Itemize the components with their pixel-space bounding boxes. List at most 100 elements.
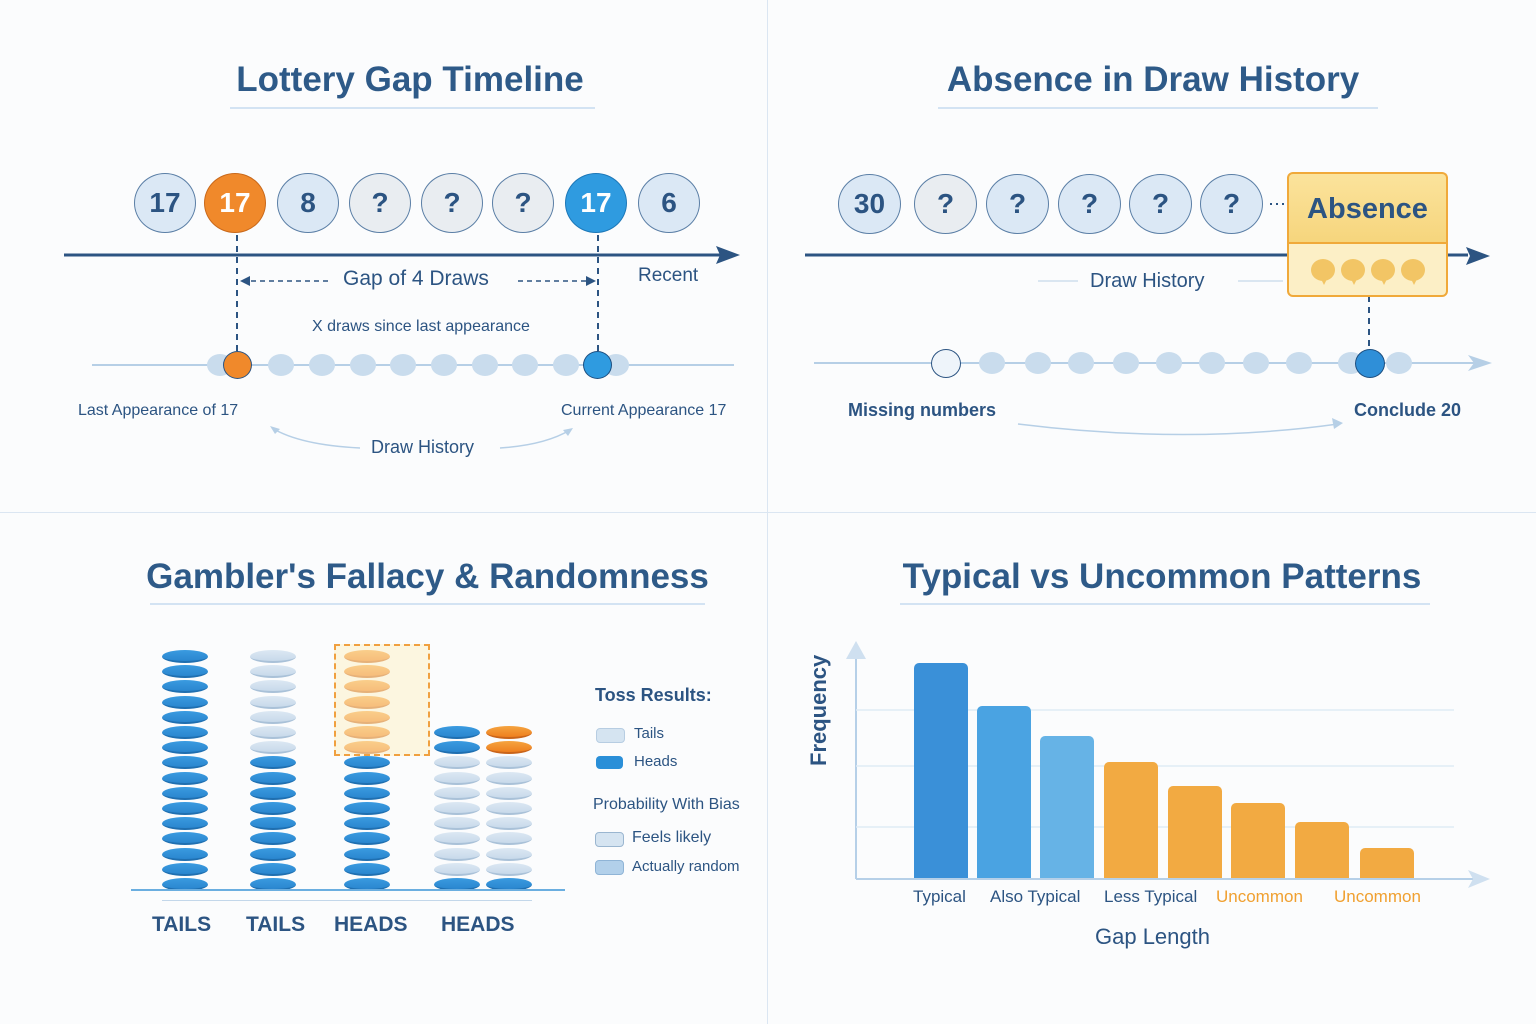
coin-dark xyxy=(162,771,208,785)
lottery-ball: ? xyxy=(492,173,554,233)
x-tick-label: Typical xyxy=(913,887,966,906)
coin-dark xyxy=(344,832,390,846)
draw-history-label: Draw History xyxy=(371,437,475,457)
lottery-ball: ? xyxy=(1129,174,1192,234)
draw-history-label: Draw History xyxy=(1090,270,1205,292)
absence-box: Absence xyxy=(1287,172,1448,244)
coin-dark xyxy=(162,817,208,831)
coin-dark xyxy=(162,756,208,770)
coin-light xyxy=(250,650,296,663)
draw-dot xyxy=(979,352,1005,374)
lottery-ball: 6 xyxy=(638,173,700,233)
conclude-marker xyxy=(1355,349,1385,378)
coin-light xyxy=(434,771,480,785)
bar xyxy=(1168,785,1222,878)
coin-light xyxy=(250,680,296,694)
coin-light xyxy=(250,710,296,724)
coin-orange xyxy=(486,741,532,755)
title-underline xyxy=(150,603,705,605)
coin-dark xyxy=(162,650,208,663)
lottery-ball: ? xyxy=(1200,174,1263,234)
draw-dot xyxy=(1068,352,1094,374)
draw-dot xyxy=(350,354,376,376)
absence-markers xyxy=(1287,242,1448,297)
draw-dot xyxy=(1386,352,1412,374)
coin-light xyxy=(250,665,296,679)
coin-light xyxy=(434,847,480,861)
x-tick-label: Uncommon xyxy=(1334,887,1421,906)
lottery-ball: ? xyxy=(349,173,411,233)
draw-dot xyxy=(309,354,335,376)
legend-toss-title: Toss Results: xyxy=(595,685,712,705)
draw-dot xyxy=(1156,352,1182,374)
coin-dark xyxy=(162,832,208,846)
draw-dot xyxy=(1199,352,1225,374)
coin-light xyxy=(434,786,480,800)
coin-light xyxy=(486,786,532,800)
column-label: HEADS xyxy=(334,913,408,936)
coin-dark xyxy=(250,756,296,770)
coin-light xyxy=(486,771,532,785)
bar xyxy=(914,663,968,878)
lottery-ball: 8 xyxy=(277,173,339,233)
coin-dark xyxy=(250,771,296,785)
lottery-ball: ? xyxy=(421,173,483,233)
coin-dark xyxy=(162,862,208,876)
pin-icon xyxy=(1400,258,1425,285)
draw-dot xyxy=(512,354,538,376)
bar xyxy=(1295,822,1349,878)
coin-dark xyxy=(162,786,208,800)
coin-light xyxy=(486,862,532,876)
coin-dark xyxy=(250,862,296,876)
recent-label: Recent xyxy=(638,265,699,286)
coin-dark xyxy=(162,665,208,679)
draw-dot xyxy=(431,354,457,376)
coin-dark xyxy=(162,741,208,755)
pin-icon xyxy=(1370,258,1395,285)
current-appearance-label: Current Appearance 17 xyxy=(561,402,727,419)
y-axis-label: Frequency xyxy=(806,654,831,766)
tails-swatch xyxy=(596,728,625,743)
since-label: X draws since last appearance xyxy=(312,318,530,335)
panel-gap-timeline: Lottery Gap Timeline 17 17 8??? 17 6 Gap of … xyxy=(0,0,767,512)
column-label: TAILS xyxy=(246,913,306,936)
x-tick-label: Also Typical xyxy=(990,887,1081,906)
lottery-ball: 17 xyxy=(204,173,266,233)
coin-dark xyxy=(344,802,390,815)
lottery-ball: 30 xyxy=(838,174,901,234)
coin-light xyxy=(486,832,532,846)
coin-dark xyxy=(250,832,296,846)
draw-dot xyxy=(268,354,294,376)
coin-dark xyxy=(434,726,480,739)
last-appearance-marker xyxy=(223,351,252,379)
coin-dark xyxy=(162,847,208,861)
panel-gamblers-fallacy: Gambler's Fallacy & Randomness TAILS TAI… xyxy=(0,513,767,1024)
coin-light xyxy=(486,756,532,770)
title-underline xyxy=(938,107,1378,109)
coin-light xyxy=(486,802,532,815)
coin-dark xyxy=(434,741,480,755)
panel-absence: Absence in Draw History 30????? Absence … xyxy=(768,0,1536,512)
coin-dark xyxy=(250,817,296,831)
gap-label: Gap of 4 Draws xyxy=(343,267,489,290)
coin-light xyxy=(250,695,296,709)
coin-dark xyxy=(250,786,296,800)
coin-dark xyxy=(162,726,208,739)
draw-dot xyxy=(1113,352,1139,374)
panel-title: Gambler's Fallacy & Randomness xyxy=(146,557,709,596)
coin-light xyxy=(250,726,296,739)
draw-dot xyxy=(1243,352,1269,374)
coin-dark xyxy=(162,680,208,694)
coin-light xyxy=(434,802,480,815)
panel-title: Typical vs Uncommon Patterns xyxy=(902,557,1422,596)
coin-dark xyxy=(344,756,390,770)
coin-dark xyxy=(344,786,390,800)
column-label: TAILS xyxy=(152,913,212,936)
draw-dot xyxy=(1286,352,1312,374)
coin-dark xyxy=(344,817,390,831)
horizontal-divider xyxy=(0,512,1536,513)
draw-dot xyxy=(390,354,416,376)
panel-title: Absence in Draw History xyxy=(946,60,1360,99)
draw-dot xyxy=(553,354,579,376)
coin-light xyxy=(434,817,480,831)
